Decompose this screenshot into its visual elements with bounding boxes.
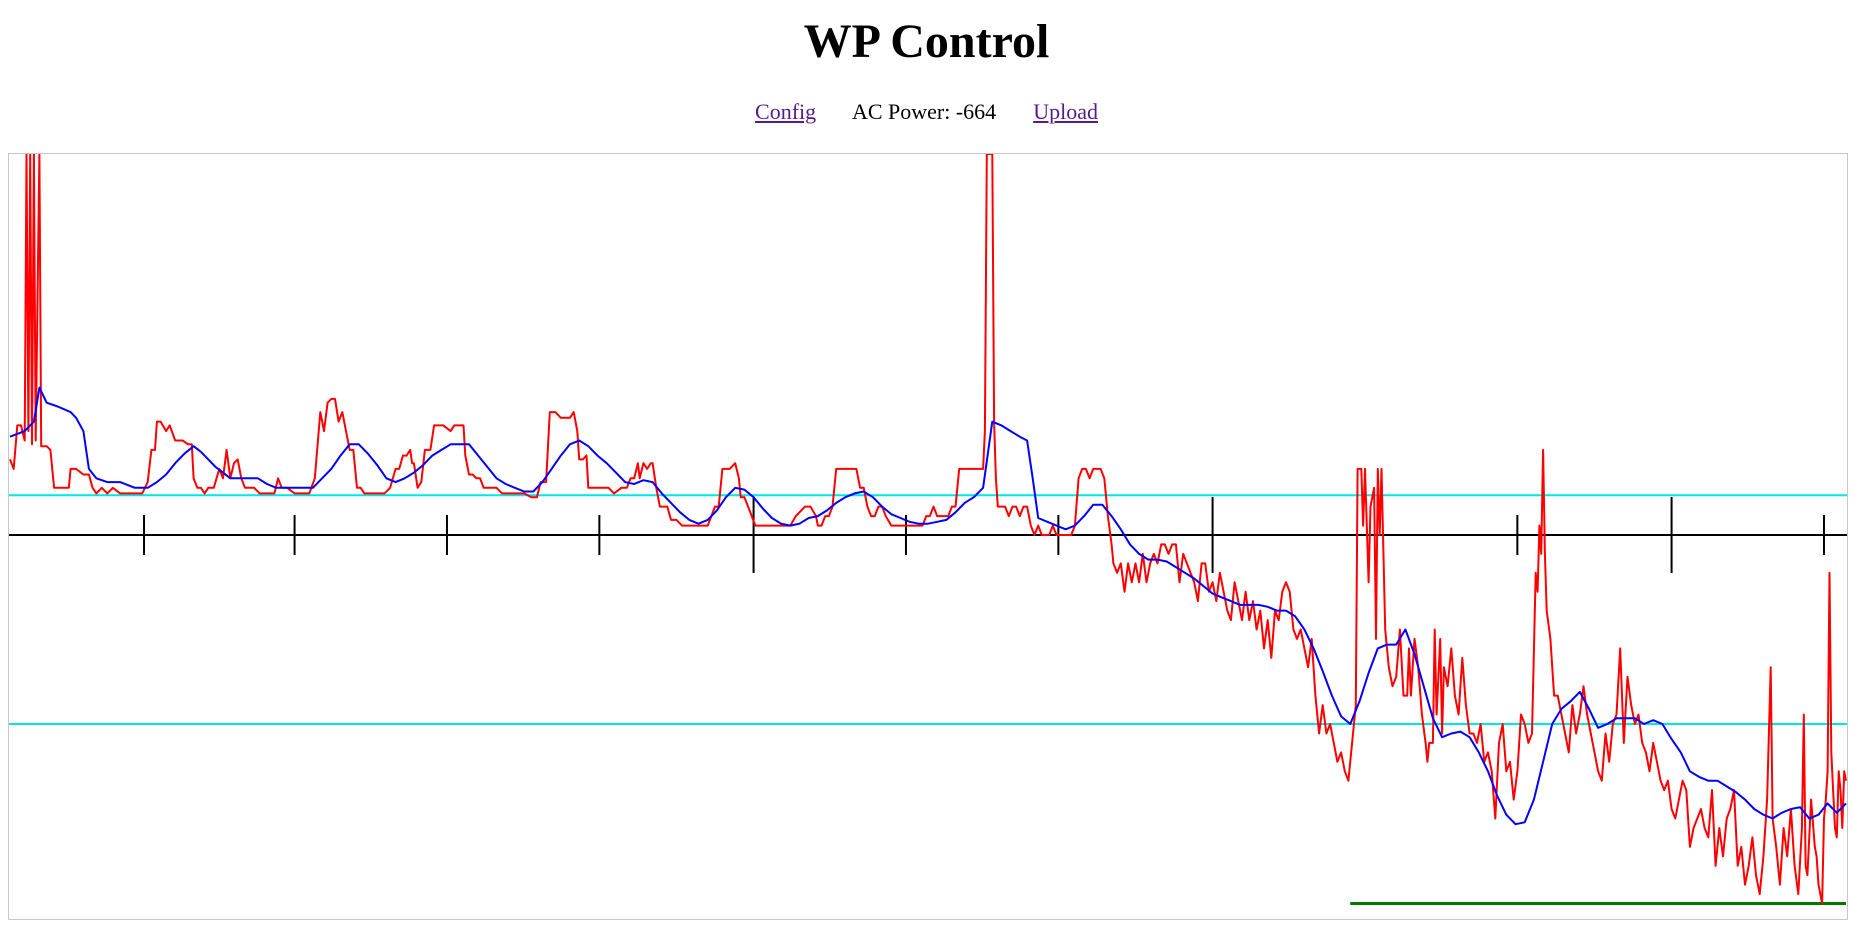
page-title: WP Control (803, 15, 1050, 68)
smoothed-power-series-line (9, 386, 1847, 826)
ac-power-label: AC Power: (851, 99, 951, 124)
raw-power-series-line (9, 154, 1847, 905)
power-chart (8, 153, 1848, 920)
config-link[interactable]: Config (755, 99, 817, 124)
ac-power-value: -664 (955, 99, 997, 124)
power-chart-svg (9, 154, 1847, 906)
upload-link[interactable]: Upload (1033, 99, 1098, 124)
nav-bar: Config AC Power: -664 Upload (0, 98, 1853, 126)
